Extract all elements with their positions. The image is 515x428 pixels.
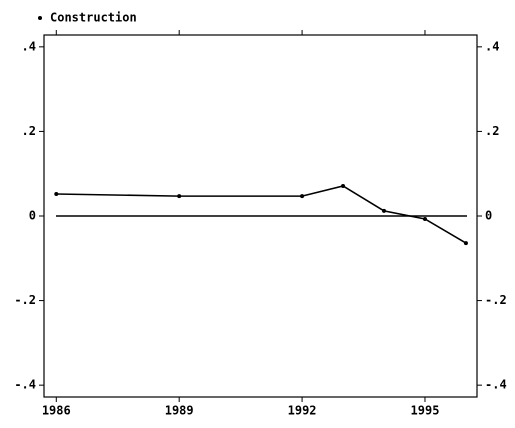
x-tick-label: 1995 — [411, 404, 440, 418]
data-point — [54, 192, 59, 197]
x-tick-label: 1992 — [288, 404, 317, 418]
data-point — [300, 194, 305, 199]
y-tick-label: -.4 — [14, 378, 36, 392]
x-tick-label: 1986 — [42, 404, 71, 418]
data-point — [463, 241, 468, 246]
legend-marker — [38, 16, 42, 20]
data-point — [382, 208, 387, 213]
y2-tick-label: 0 — [485, 209, 492, 223]
y-tick-label: .4 — [22, 39, 36, 53]
data-point — [341, 183, 346, 188]
y-tick-label: -.2 — [14, 293, 36, 307]
data-point — [422, 216, 427, 221]
y2-tick-label: -.2 — [485, 293, 507, 307]
x-tick-label: 1989 — [165, 404, 194, 418]
y-tick-label: 0 — [29, 209, 36, 223]
y2-tick-label: .2 — [485, 124, 499, 138]
legend-label: Construction — [50, 11, 137, 25]
y-tick-label: .2 — [22, 124, 36, 138]
data-point — [177, 194, 182, 199]
y2-tick-label: .4 — [485, 39, 499, 53]
series-line — [56, 185, 467, 244]
y2-tick-label: -.4 — [485, 378, 507, 392]
